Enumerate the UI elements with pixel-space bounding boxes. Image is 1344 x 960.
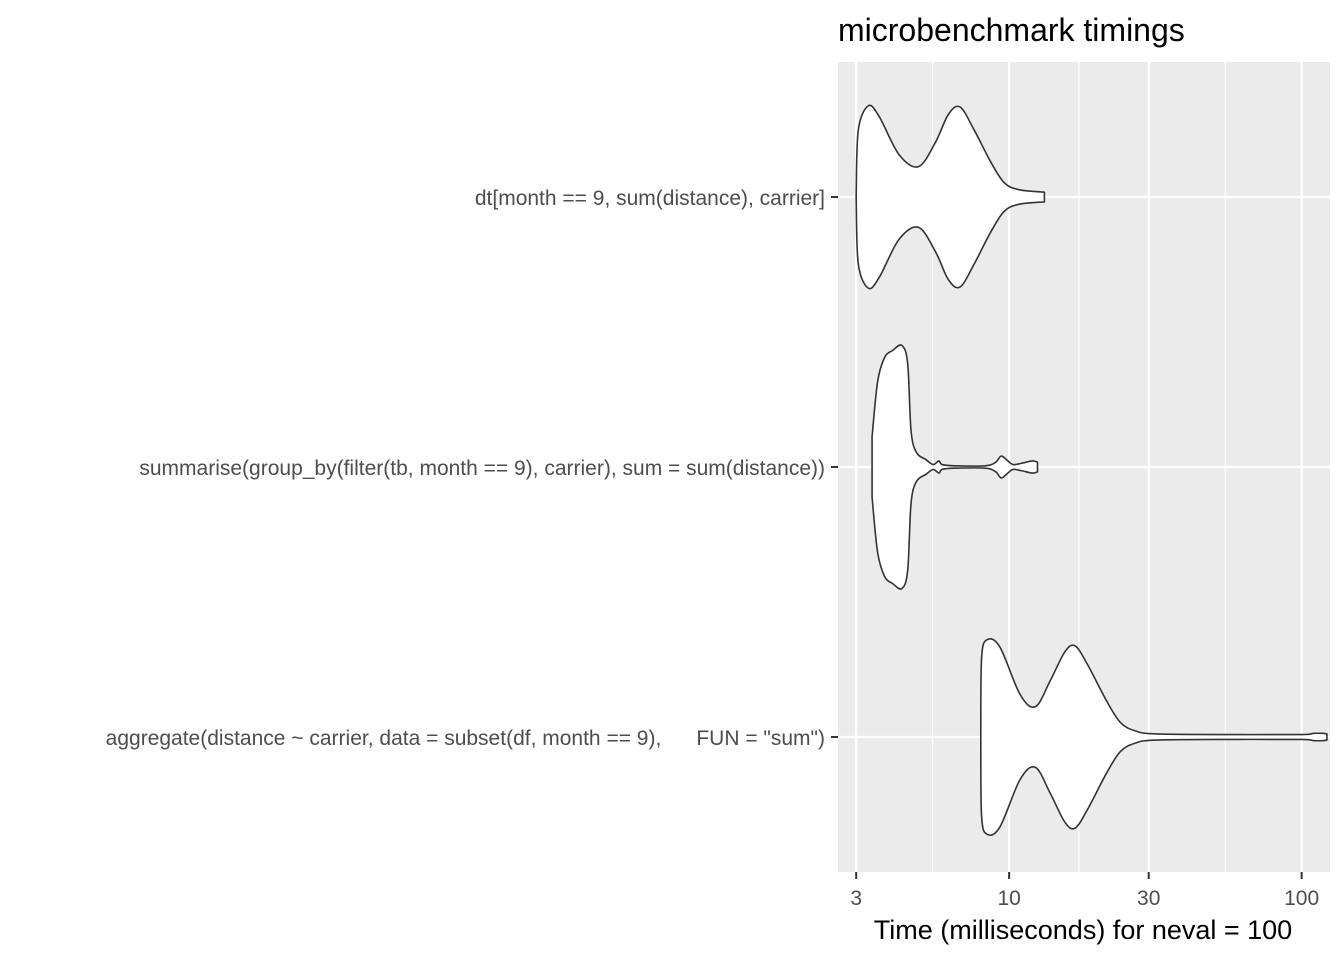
x-tick-label-0: 3	[850, 887, 862, 910]
violin-1	[871, 344, 1039, 590]
y-tick-label-2: aggregate(distance ~ carrier, data = sub…	[106, 727, 825, 750]
y-tick-label-1: summarise(group_by(filter(tb, month == 9…	[139, 457, 825, 480]
y-tick-label-0: dt[month == 9, sum(distance), carrier]	[475, 187, 825, 210]
violin-2	[979, 638, 1328, 836]
chart-title: microbenchmark timings	[838, 12, 1185, 48]
x-tick-label-3: 100	[1284, 887, 1319, 910]
x-axis-title: Time (milliseconds) for neval = 100	[874, 915, 1292, 945]
violin-0	[855, 104, 1046, 290]
x-axis: 3 10 30 100	[850, 872, 1319, 910]
violins	[855, 104, 1328, 836]
y-axis: dt[month == 9, sum(distance), carrier] su…	[106, 187, 838, 750]
x-tick-label-1: 10	[997, 887, 1020, 910]
x-tick-label-2: 30	[1137, 887, 1160, 910]
